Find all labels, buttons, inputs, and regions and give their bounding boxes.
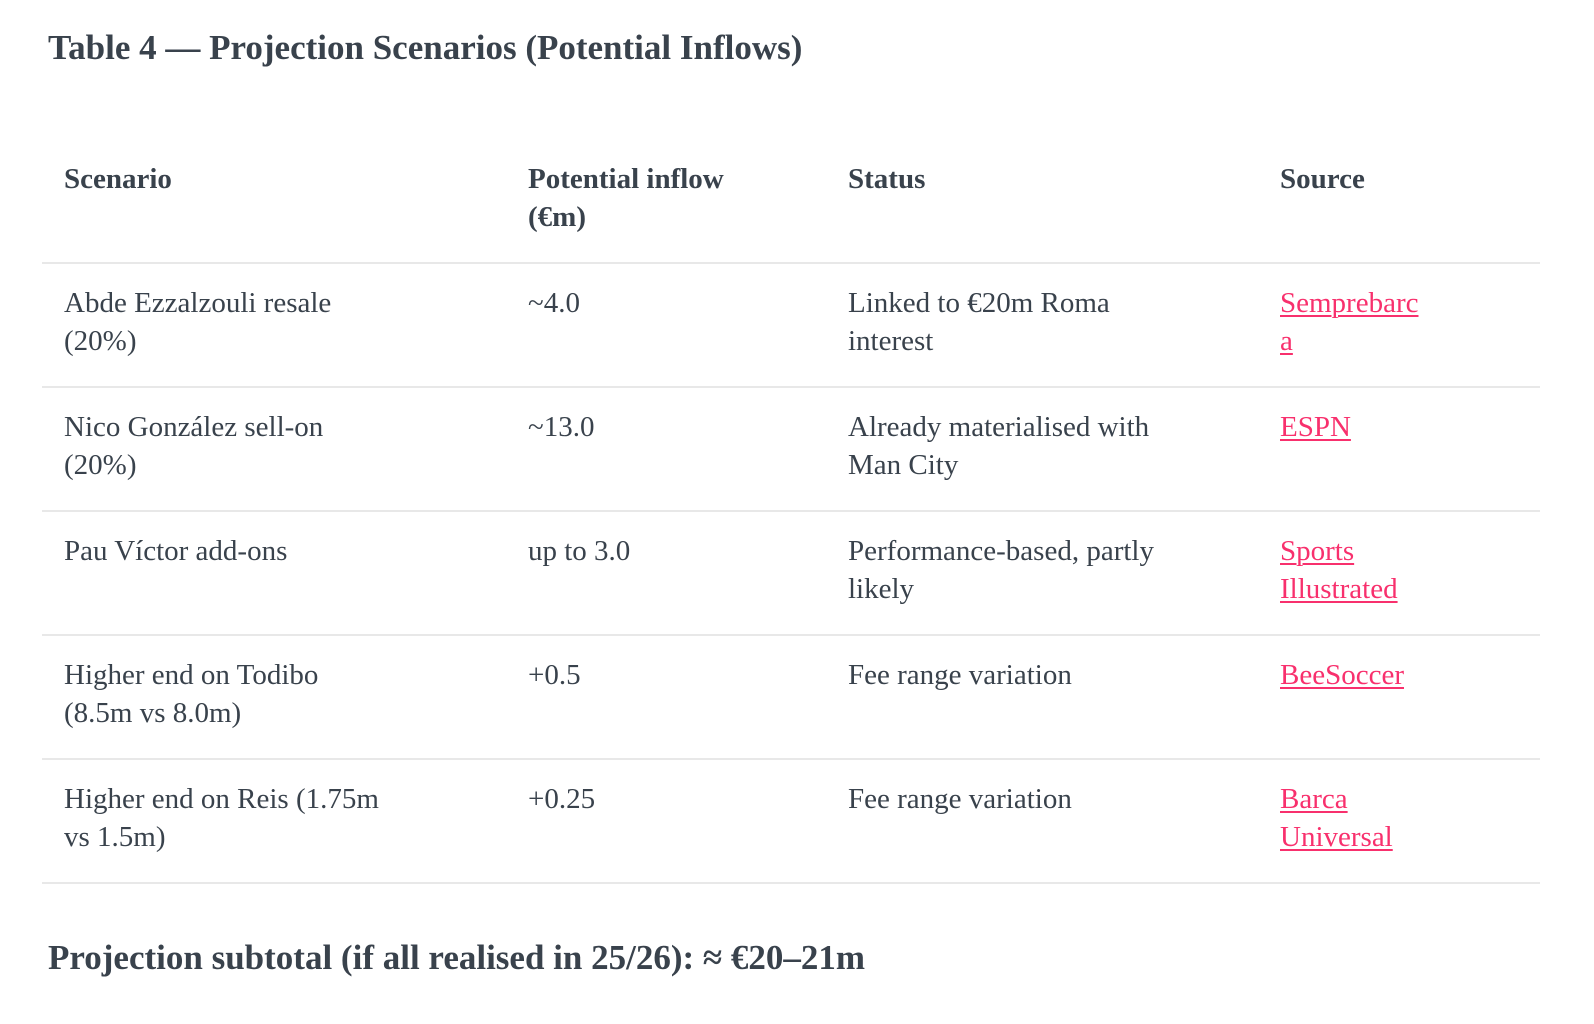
status-cell: Fee range variation (826, 635, 1258, 760)
inflow-cell: +0.25 (506, 759, 826, 884)
inflow-cell: ~13.0 (506, 387, 826, 512)
source-cell: Sports Illustrated (1258, 511, 1540, 636)
col-header-status: Status (826, 140, 1258, 264)
source-link[interactable]: ESPN (1280, 411, 1351, 443)
inflow-cell: ~4.0 (506, 263, 826, 388)
col-header-scenario: Scenario (42, 140, 506, 264)
header-row: Scenario Potential inflow (€m) Status So… (42, 140, 1540, 264)
col-header-source: Source (1258, 140, 1540, 264)
table-body: Abde Ezzalzouli resale (20%) ~4.0 Linked… (42, 263, 1540, 884)
status-cell: Already materialised with Man City (826, 387, 1258, 512)
source-link[interactable]: Semprebarca (1280, 287, 1419, 357)
inflow-cell: up to 3.0 (506, 511, 826, 636)
source-cell: Semprebarca (1258, 263, 1540, 388)
table-row: Abde Ezzalzouli resale (20%) ~4.0 Linked… (42, 263, 1540, 388)
col-header-potential-inflow: Potential inflow (€m) (506, 140, 826, 264)
scenario-cell: Pau Víctor add-ons (42, 511, 506, 636)
scenario-cell: Higher end on Todibo (8.5m vs 8.0m) (42, 635, 506, 760)
table-header: Scenario Potential inflow (€m) Status So… (42, 140, 1540, 264)
source-cell: Barca Universal (1258, 759, 1540, 884)
status-cell: Linked to €20m Roma interest (826, 263, 1258, 388)
projection-scenarios-table: Scenario Potential inflow (€m) Status So… (42, 140, 1540, 884)
inflow-cell: +0.5 (506, 635, 826, 760)
source-cell: ESPN (1258, 387, 1540, 512)
scenario-cell: Nico González sell-on (20%) (42, 387, 506, 512)
scenario-cell: Abde Ezzalzouli resale (20%) (42, 263, 506, 388)
projection-subtotal: Projection subtotal (if all realised in … (48, 938, 866, 977)
status-cell: Performance-based, partly likely (826, 511, 1258, 636)
table-row: Pau Víctor add-ons up to 3.0 Performance… (42, 511, 1540, 636)
table-row: Higher end on Todibo (8.5m vs 8.0m) +0.5… (42, 635, 1540, 760)
scenario-cell: Higher end on Reis (1.75m vs 1.5m) (42, 759, 506, 884)
source-link[interactable]: Barca Universal (1280, 783, 1393, 853)
document-body: Table 4 — Projection Scenarios (Potentia… (0, 26, 1594, 980)
table-row: Higher end on Reis (1.75m vs 1.5m) +0.25… (42, 759, 1540, 884)
source-link[interactable]: BeeSoccer (1280, 659, 1404, 691)
page-title: Table 4 — Projection Scenarios (Potentia… (48, 28, 803, 67)
table-row: Nico González sell-on (20%) ~13.0 Alread… (42, 387, 1540, 512)
source-cell: BeeSoccer (1258, 635, 1540, 760)
status-cell: Fee range variation (826, 759, 1258, 884)
source-link[interactable]: Sports Illustrated (1280, 535, 1398, 605)
